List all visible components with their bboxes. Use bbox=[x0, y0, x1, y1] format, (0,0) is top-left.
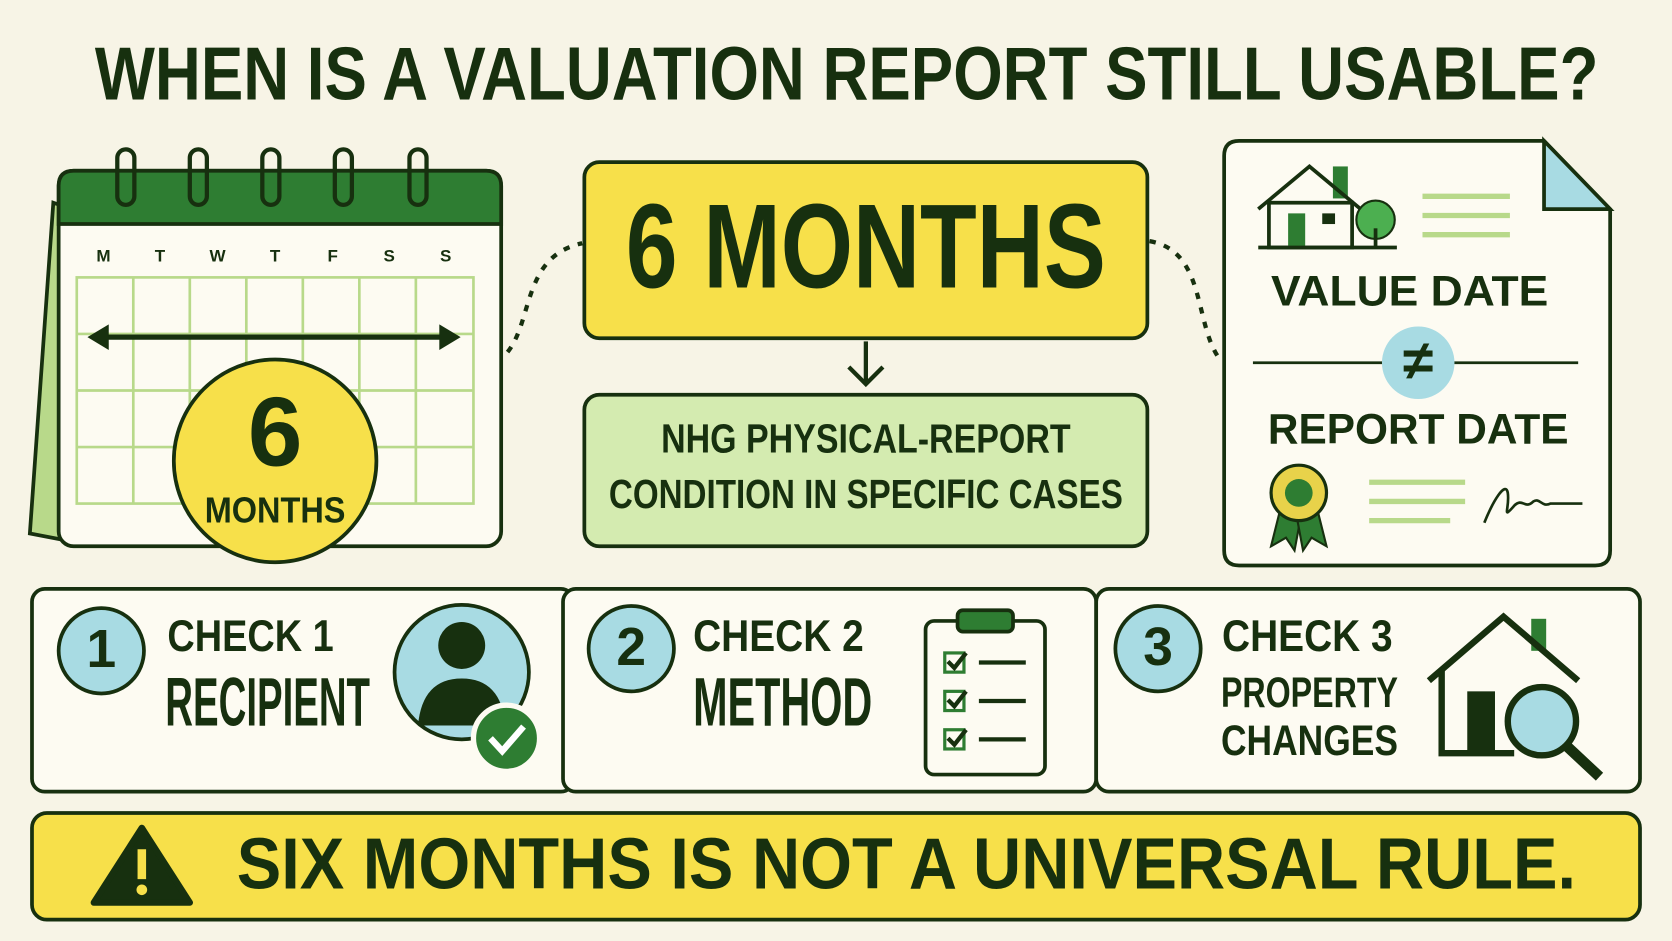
not-equal-symbol: ≠ bbox=[1403, 330, 1433, 392]
check-number-badge bbox=[56, 606, 146, 696]
check-number: 1 bbox=[86, 620, 116, 679]
connector bbox=[505, 241, 583, 354]
check-label: CHECK 3 bbox=[1222, 611, 1393, 661]
check-number: 2 bbox=[616, 618, 646, 677]
check-label: CHECK 2 bbox=[693, 611, 864, 661]
text-lines bbox=[1422, 193, 1510, 238]
condition-box bbox=[582, 392, 1150, 549]
calendar: M T W T F S S 6 MONTHS bbox=[27, 147, 504, 565]
calendar-span-arrow bbox=[87, 324, 461, 350]
calendar-rings bbox=[115, 147, 429, 207]
check-line: METHOD bbox=[693, 664, 872, 740]
check-label: CHECK 1 bbox=[167, 611, 333, 661]
document-fold bbox=[1542, 136, 1615, 211]
warning-text: SIX MONTHS IS NOT A UNIVERSAL RULE. bbox=[237, 824, 1576, 905]
weekday: T bbox=[155, 247, 166, 266]
condition-line: NHG PHYSICAL-REPORT bbox=[661, 415, 1071, 461]
property-inspection-icon bbox=[1426, 612, 1604, 781]
recipient-icon bbox=[392, 603, 543, 775]
weekday: S bbox=[440, 247, 451, 266]
document: VALUE DATE ≠ REPORT DATE bbox=[1222, 136, 1615, 568]
title: WHEN IS A VALUATION REPORT STILL USABLE? bbox=[95, 32, 1599, 116]
not-equal-badge bbox=[1381, 326, 1455, 400]
months-badge bbox=[171, 357, 379, 565]
period-text: 6 MONTHS bbox=[626, 181, 1106, 314]
warning-bar bbox=[30, 811, 1642, 922]
check-number: 3 bbox=[1143, 618, 1173, 677]
clipboard-icon bbox=[923, 608, 1047, 777]
down-arrow bbox=[847, 341, 885, 388]
check-box bbox=[1094, 587, 1642, 794]
badge-number: 6 bbox=[248, 376, 303, 486]
check-line: RECIPIENT bbox=[165, 664, 370, 740]
weekday: T bbox=[270, 247, 281, 266]
badge-unit: MONTHS bbox=[205, 490, 346, 531]
connector bbox=[1149, 239, 1220, 358]
condition-line: CONDITION IN SPECIFIC CASES bbox=[609, 471, 1123, 517]
weekday: S bbox=[384, 247, 395, 266]
signature bbox=[1483, 487, 1583, 524]
check-number-badge bbox=[586, 604, 676, 694]
weekday: W bbox=[209, 247, 226, 266]
seal-icon bbox=[1269, 463, 1329, 554]
weekday: M bbox=[96, 247, 110, 266]
text-lines bbox=[1369, 479, 1466, 524]
check-line: PROPERTY bbox=[1221, 669, 1398, 717]
check-number-badge bbox=[1113, 604, 1203, 694]
house-icon bbox=[1257, 164, 1397, 250]
period-box bbox=[582, 160, 1150, 341]
report-date: REPORT DATE bbox=[1268, 405, 1569, 453]
warning-icon bbox=[90, 824, 194, 906]
check-line: CHANGES bbox=[1221, 717, 1398, 765]
weekday: F bbox=[327, 247, 337, 266]
value-date: VALUE DATE bbox=[1271, 268, 1548, 316]
